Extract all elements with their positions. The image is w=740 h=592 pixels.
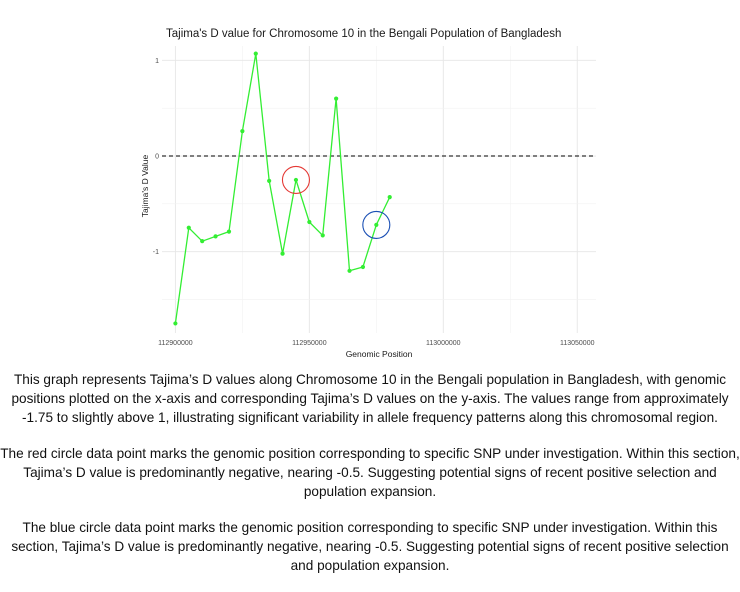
grid-layer (162, 46, 596, 333)
x-tick-label: 113050000 (560, 340, 595, 347)
tick-layer: 112900000 112950000 113000000 113050000 1 0 -1 (153, 58, 595, 347)
x-tick-label: 112950000 (292, 340, 327, 347)
data-point (374, 222, 379, 227)
caption-overview: This graph represents Tajima’s D values … (11, 372, 729, 425)
data-point (320, 233, 325, 238)
chart-title: Tajima's D value for Chromosome 10 in th… (166, 28, 561, 40)
data-point (226, 229, 232, 234)
data-point (186, 225, 191, 230)
caption-red-point: The red circle data point marks the geno… (0, 446, 740, 499)
data-point (267, 178, 272, 183)
tajima-d-chart: 112900000 112950000 113000000 113050000 1 0 -1… (140, 28, 596, 359)
data-point (173, 321, 178, 326)
x-tick-label: 112900000 (158, 340, 193, 347)
y-tick-label: -1 (153, 249, 159, 256)
data-point (334, 96, 339, 101)
x-tick-label: 113000000 (426, 340, 461, 347)
data-point (280, 251, 285, 256)
caption-section: This graph represents Tajima’s D values … (0, 370, 740, 592)
data-point (307, 219, 312, 225)
highlight-layer (281, 165, 391, 239)
y-axis-label: Tajima's D Value (140, 155, 150, 218)
blue-highlight-circle (362, 210, 391, 239)
caption-blue-point: The blue circle data point marks the gen… (11, 520, 729, 573)
data-point (240, 129, 245, 134)
x-axis-label: Genomic Position (346, 349, 413, 359)
tajima-d-series-line (174, 53, 391, 324)
data-point (213, 234, 218, 239)
data-point (253, 51, 258, 56)
data-point (293, 177, 299, 183)
data-point (200, 239, 205, 244)
data-point (387, 195, 392, 200)
y-tick-label: 1 (155, 58, 159, 65)
y-tick-label: 0 (155, 154, 159, 161)
red-highlight-circle (281, 165, 311, 194)
series-layer (173, 51, 392, 326)
data-point (347, 268, 352, 273)
data-point (360, 264, 366, 270)
